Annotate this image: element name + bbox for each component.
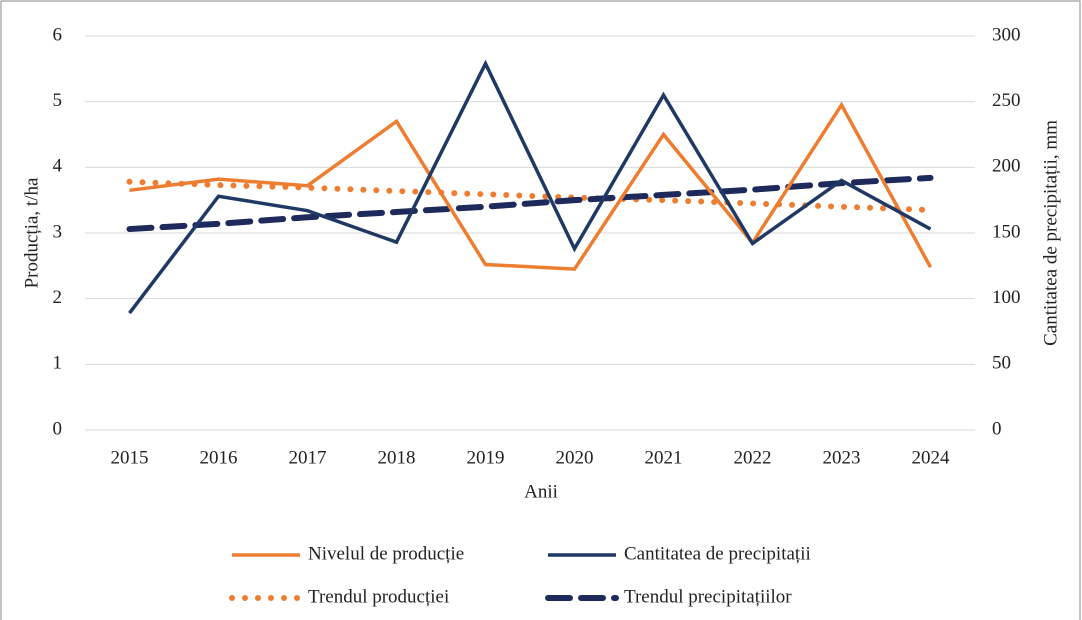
- y-tick-label: 4: [53, 156, 63, 177]
- series-line: [128, 59, 932, 315]
- y-tick-label: 5: [53, 90, 63, 111]
- y2-axis-label: Cantitatea de precipitații, mm: [1040, 120, 1061, 346]
- x-tick-label: 2016: [200, 447, 238, 468]
- y2-tick-label: 200: [992, 156, 1021, 177]
- series-line: [126, 178, 934, 214]
- y2-tick-label: 0: [992, 418, 1002, 439]
- y2-tick-label: 250: [992, 90, 1021, 111]
- legend-label: Trendul precipitațiilor: [624, 586, 792, 607]
- legend-label: Cantitatea de precipitații: [624, 543, 811, 564]
- x-tick-label: 2019: [467, 447, 505, 468]
- y-tick-label: 0: [53, 418, 63, 439]
- x-tick-label: 2020: [556, 447, 594, 468]
- x-tick-label: 2024: [912, 447, 951, 468]
- x-tick-label: 2015: [111, 447, 149, 468]
- x-tick-label: 2021: [645, 447, 683, 468]
- x-tick-label: 2017: [289, 447, 327, 468]
- y2-tick-label: 150: [992, 221, 1021, 242]
- legend-label: Nivelul de producție: [308, 543, 464, 564]
- y-tick-label: 3: [53, 221, 63, 242]
- y-axis-label: Producția, t/ha: [21, 177, 42, 288]
- y2-tick-label: 50: [992, 353, 1011, 374]
- y2-tick-label: 300: [992, 24, 1021, 45]
- x-tick-label: 2023: [823, 447, 861, 468]
- x-tick-label: 2022: [734, 447, 772, 468]
- series-line: [126, 174, 934, 233]
- series-line: [129, 101, 933, 271]
- legend-label: Trendul producției: [308, 586, 449, 607]
- y2-tick-label: 100: [992, 287, 1021, 308]
- y-tick-label: 6: [53, 24, 63, 45]
- y-tick-label: 1: [53, 353, 63, 374]
- x-tick-label: 2018: [378, 447, 416, 468]
- y-tick-label: 2: [53, 287, 63, 308]
- x-axis-label: Anii: [524, 481, 558, 502]
